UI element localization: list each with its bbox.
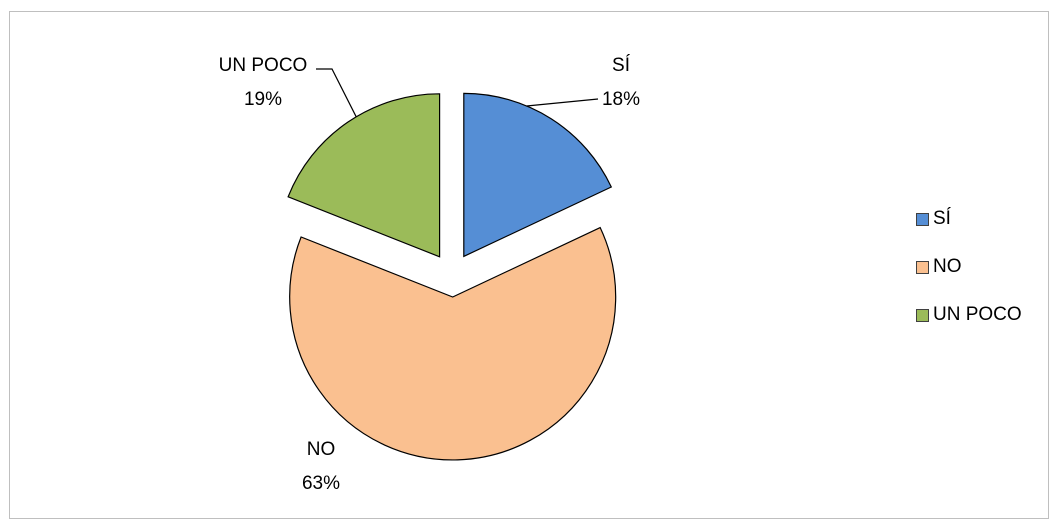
slice-label-si-name: SÍ [612,55,631,76]
pie-slice-no [289,226,617,461]
legend-label-no: NO [933,256,962,277]
slice-label-un-poco-value: 19% [244,89,282,110]
legend: SÍ NO UN POCO [916,207,1022,351]
legend-item-no: NO [916,255,1022,279]
legend-swatch-no [916,260,929,274]
slice-label-no-value: 63% [302,473,340,494]
pie-slice-s- [463,92,613,258]
slice-label-no-name: NO [307,439,336,460]
leader-line-un-poco [316,68,357,118]
legend-item-si: SÍ [916,207,1022,231]
legend-label-si: SÍ [933,208,951,229]
slice-label-si-value: 18% [602,89,640,110]
slice-label-un-poco-name: UN POCO [219,55,308,76]
legend-label-un-poco: UN POCO [933,304,1022,325]
leader-lines [316,68,599,118]
legend-item-un-poco: UN POCO [916,303,1022,327]
pie-slices [287,92,617,461]
legend-swatch-si [916,212,929,226]
pie-slice-un-poco [287,93,441,258]
legend-swatch-un-poco [916,308,929,322]
leader-line-si [526,98,599,107]
